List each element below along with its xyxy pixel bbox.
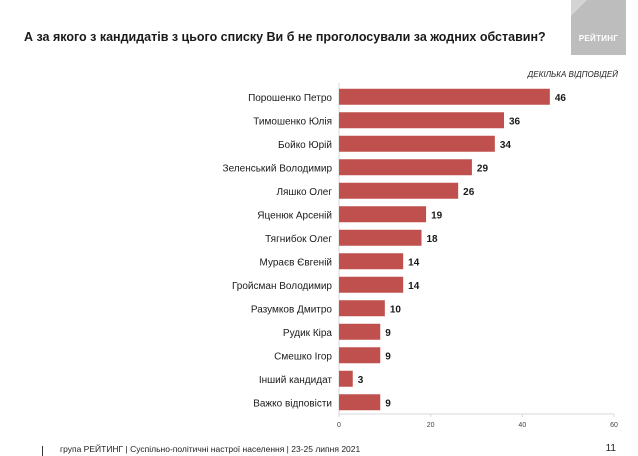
category-label: Разумков Дмитро xyxy=(251,304,333,315)
category-label: Смешко Ігор xyxy=(274,351,332,362)
data-label: 29 xyxy=(477,163,489,174)
category-label: Ляшко Олег xyxy=(276,187,332,198)
chart-title: А за якого з кандидатів з цього списку В… xyxy=(24,30,546,44)
data-label: 18 xyxy=(427,234,439,245)
x-tick-label: 0 xyxy=(337,422,341,429)
bar xyxy=(339,88,550,105)
category-label: Зеленський Володимир xyxy=(223,163,333,174)
page-number: 11 xyxy=(605,443,616,454)
category-label: Мураєв Євгеній xyxy=(260,257,332,268)
data-label: 36 xyxy=(509,116,521,127)
multiple-answers-note: ДЕКІЛЬКА ВІДПОВІДЕЙ xyxy=(527,70,618,79)
category-label: Тимошенко Юлія xyxy=(253,116,332,127)
bar xyxy=(339,206,427,223)
data-label: 9 xyxy=(385,398,391,409)
bar xyxy=(339,229,422,246)
x-tick-label: 40 xyxy=(518,422,526,429)
category-label: Гройсман Володимир xyxy=(232,281,332,292)
bar xyxy=(339,159,472,176)
bar xyxy=(339,347,381,364)
category-label: Порошенко Петро xyxy=(248,93,332,104)
bar xyxy=(339,112,504,129)
data-label: 9 xyxy=(385,328,391,339)
x-tick-label: 60 xyxy=(610,422,618,429)
bar xyxy=(339,300,385,317)
category-label: Яценюк Арсеній xyxy=(257,210,332,221)
bar xyxy=(339,182,459,199)
bar xyxy=(339,394,381,411)
x-tick-label: 20 xyxy=(427,422,435,429)
bar xyxy=(339,135,495,152)
logo-text: РЕЙТИНГ xyxy=(578,34,619,43)
category-label: Бойко Юрій xyxy=(278,140,332,151)
bar xyxy=(339,323,381,340)
bar xyxy=(339,253,404,270)
data-label: 19 xyxy=(431,210,443,221)
data-label: 14 xyxy=(408,257,420,268)
logo-notch xyxy=(571,0,587,16)
data-label: 46 xyxy=(555,93,567,104)
category-label: Рудик Кіра xyxy=(283,328,333,339)
bar xyxy=(339,276,404,293)
data-label: 14 xyxy=(408,281,420,292)
footer-source: група РЕЙТИНГ | Суспільно-політичні наст… xyxy=(60,444,361,454)
footer-divider xyxy=(42,446,43,456)
data-label: 34 xyxy=(500,140,512,151)
brand-logo: РЕЙТИНГ xyxy=(571,0,626,55)
data-label: 3 xyxy=(358,375,364,386)
data-label: 10 xyxy=(390,304,402,315)
category-label: Інший кандидат xyxy=(259,375,333,386)
data-label: 9 xyxy=(385,351,391,362)
data-label: 26 xyxy=(463,187,475,198)
bar xyxy=(339,370,353,387)
category-label: Важко відповісти xyxy=(253,398,332,409)
category-label: Тягнибок Олег xyxy=(265,233,332,245)
